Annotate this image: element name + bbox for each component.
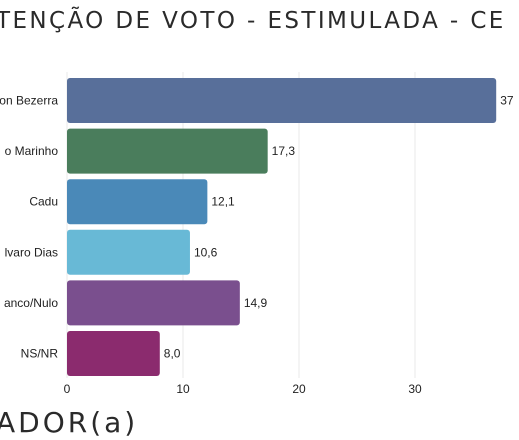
data-label: 14,9 <box>244 296 268 310</box>
x-tick-label: 0 <box>64 382 71 396</box>
data-label: 17,3 <box>272 144 296 158</box>
data-label: 12,1 <box>211 195 235 209</box>
category-label: Cadu <box>29 195 58 209</box>
category-label: o Marinho <box>5 144 59 158</box>
bar <box>67 128 268 174</box>
x-tick-label: 20 <box>292 382 306 396</box>
bar <box>67 280 240 326</box>
bar <box>67 78 497 123</box>
data-label: 8,0 <box>164 347 181 361</box>
category-label: anco/Nulo <box>4 296 58 310</box>
section-heading: ADOR(a) <box>0 406 139 439</box>
x-tick-label: 10 <box>176 382 190 396</box>
category-label: lvaro Dias <box>5 245 58 259</box>
category-label: NS/NR <box>21 347 59 361</box>
data-label: 10,6 <box>194 245 218 259</box>
chart-title: TENÇÃO DE VOTO - ESTIMULADA - CE <box>0 8 506 34</box>
bar <box>67 229 190 275</box>
bar <box>67 179 208 225</box>
bar <box>67 331 160 376</box>
data-label: 37 <box>500 94 514 108</box>
category-label: on Bezerra <box>0 94 58 108</box>
x-tick-label: 30 <box>408 382 422 396</box>
